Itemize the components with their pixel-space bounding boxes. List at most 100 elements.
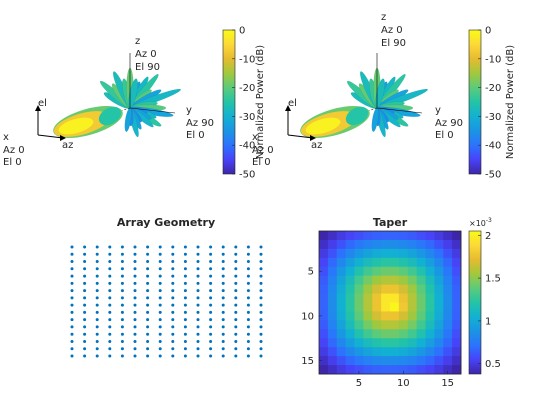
el-arrow-icon [35, 105, 41, 111]
heatmap-cell [390, 356, 400, 366]
colorbar-gradient [468, 230, 482, 375]
heatmap-cell [452, 293, 462, 303]
array-element-marker [183, 318, 187, 322]
heatmap-cell [327, 248, 338, 259]
array-element-marker [146, 303, 150, 307]
pattern-plot-1[interactable]: el az x Az 0 El 0 y Az 90 El 0 z Az 0 El… [3, 26, 266, 181]
array-element-marker [234, 267, 238, 271]
heatmap-cell [416, 266, 426, 277]
array-element-marker [83, 267, 87, 271]
colorbar-tick-label: 1.5 [485, 274, 501, 285]
heatmap-cell [345, 275, 355, 286]
heatmap-cell [354, 311, 364, 321]
heatmap-cell [327, 365, 338, 375]
heatmap-cell [416, 320, 426, 330]
array-element-marker [133, 339, 137, 343]
heatmap-cell [390, 248, 400, 259]
heatmap-cell [425, 347, 435, 357]
heatmap-cell [319, 356, 329, 366]
colorbar-tick-label: -30 [239, 112, 255, 123]
heatmap-cell [390, 266, 400, 277]
pattern-plot-2[interactable]: el az x Az 0 El 0 y Az 90 El 0 z Az 0 El… [252, 12, 516, 181]
heatmap-cell [390, 231, 400, 241]
array-element-marker [95, 281, 99, 285]
heatmap-cell [390, 293, 400, 303]
array-element-marker [120, 245, 124, 249]
heatmap-cell [372, 311, 382, 321]
heatmap-cell [354, 293, 364, 303]
array-element-marker [146, 245, 150, 249]
array-element-marker [83, 325, 87, 329]
array-geometry-chart[interactable]: Array Geometry [70, 216, 263, 358]
heatmap-cell [452, 248, 462, 259]
array-element-marker [246, 281, 250, 285]
array-element-marker [221, 252, 225, 256]
heatmap-cell [363, 329, 373, 339]
lobes-layer [300, 53, 428, 138]
array-element-marker [146, 281, 150, 285]
heatmap-cell [443, 338, 453, 348]
z-label-line-2: Az 0 [381, 25, 403, 36]
array-element-marker [171, 310, 175, 314]
colorbar-label: Normalized Power (dB) [505, 45, 516, 159]
array-element-marker [108, 310, 112, 314]
array-element-marker [221, 274, 225, 278]
array-element-marker [108, 260, 112, 264]
array-element-marker [209, 354, 213, 358]
array-element-marker [246, 354, 250, 358]
heatmap-cell [363, 338, 373, 348]
colorbar-ticks: 0 -10 -20 -30 -40 -50 [478, 26, 501, 181]
array-element-marker [95, 318, 99, 322]
heatmap-cell [363, 347, 373, 357]
array-element-marker [158, 245, 162, 249]
array-element-marker [95, 296, 99, 300]
x-axis-label: x Az 0 El 0 [3, 132, 28, 168]
heatmap-cell [407, 338, 418, 348]
heatmap-cell [363, 266, 373, 277]
colorbar[interactable]: 0.5 1 1.5 2 ×10-3 [468, 217, 501, 375]
array-element-marker [196, 354, 200, 358]
colorbar[interactable]: 0 -10 -20 -30 -40 -50 Normalized Power (dB) [222, 26, 266, 181]
heatmap-cell [443, 302, 453, 312]
heatmap-cell [327, 257, 338, 268]
heatmap-cell [372, 275, 382, 286]
y-axis-label: y Az 90 El 0 [435, 105, 466, 141]
array-element-marker [108, 325, 112, 329]
taper-heatmap-chart[interactable]: Taper 5 10 15 5 10 15 0.5 1 1.5 2 ×10-3 [301, 216, 501, 389]
colorbar-tick-label: -40 [485, 141, 501, 152]
heatmap-cell [372, 284, 382, 294]
colorbar-tick-label: -50 [239, 170, 255, 181]
heatmap-cell [345, 266, 355, 277]
heatmap-cell [354, 302, 364, 312]
array-element-marker [158, 347, 162, 351]
array-element-marker [146, 325, 150, 329]
heatmap-cell [390, 347, 400, 357]
array-element-marker [120, 274, 124, 278]
array-element-marker [158, 274, 162, 278]
heatmap-cell [363, 257, 373, 268]
array-element-marker [183, 274, 187, 278]
array-element-marker [246, 274, 250, 278]
array-element-marker [95, 332, 99, 336]
array-element-marker [146, 274, 150, 278]
main-lobe-peak [58, 117, 94, 135]
heatmap-cell [319, 275, 329, 286]
heatmap-cell [372, 347, 382, 357]
array-element-marker [171, 332, 175, 336]
y-label-line-2: Az 90 [186, 118, 214, 129]
array-element-marker [108, 274, 112, 278]
heatmap-cell [372, 257, 382, 268]
heatmap-cell [390, 338, 400, 348]
heatmap-cell [319, 231, 329, 241]
array-element-marker [221, 318, 225, 322]
array-element-marker [70, 281, 74, 285]
exponent-power: -3 [486, 217, 492, 224]
colorbar[interactable]: 0 -10 -20 -30 -40 -50 Normalized Power (dB) [468, 26, 516, 181]
heatmap-cell [390, 311, 400, 321]
heatmap-cell [425, 248, 435, 259]
array-element-marker [120, 332, 124, 336]
array-element-marker [183, 354, 187, 358]
array-element-marker [108, 318, 112, 322]
array-element-marker [196, 310, 200, 314]
array-element-marker [246, 296, 250, 300]
